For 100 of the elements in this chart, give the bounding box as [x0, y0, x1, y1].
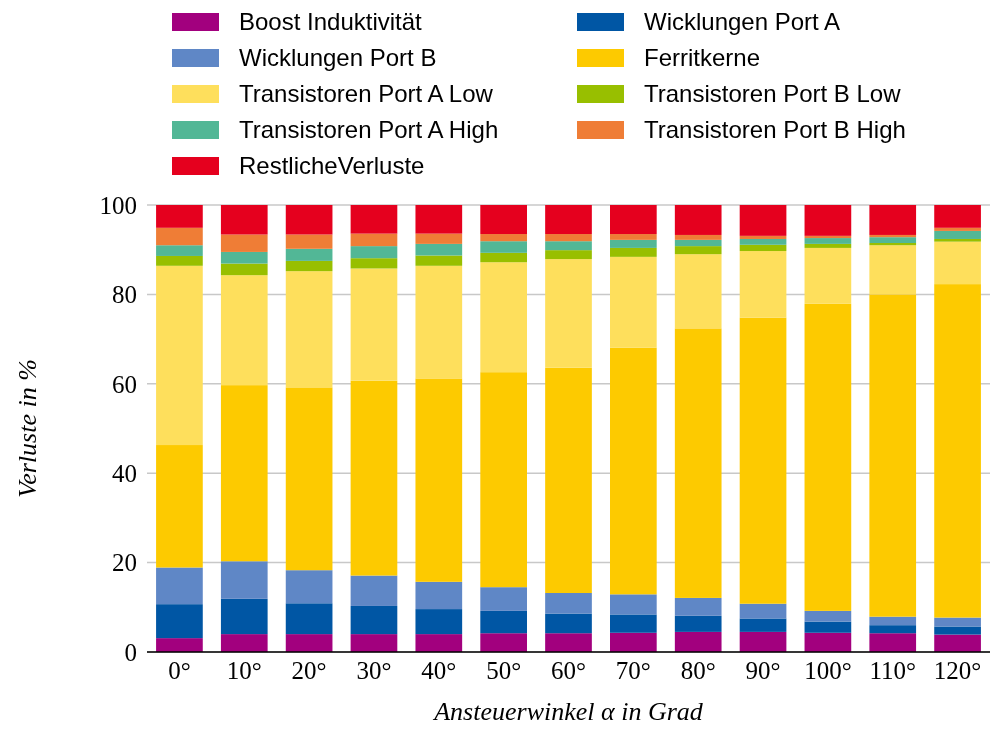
bar: [934, 205, 981, 228]
bar: [285, 603, 333, 635]
bar: [869, 245, 917, 295]
bar: [545, 205, 592, 235]
bar: [350, 634, 398, 652]
bar: [156, 567, 203, 605]
bar: [220, 561, 268, 599]
bar: [610, 247, 657, 257]
bar: [739, 251, 787, 318]
bar: [804, 621, 852, 633]
x-tick-label: 70°: [615, 657, 651, 684]
bar: [739, 618, 787, 632]
bar: [350, 258, 398, 269]
legend-label: Ferritkerne: [644, 44, 761, 72]
bar: [869, 294, 917, 617]
bar: [480, 372, 527, 588]
legend-label: Transistoren Port A High: [239, 116, 499, 144]
bar: [610, 205, 657, 235]
bar: [739, 631, 787, 652]
bar: [804, 247, 852, 304]
bar: [156, 227, 203, 246]
x-tick-label: 40°: [421, 657, 457, 684]
legend-label: Wicklungen Port B: [239, 44, 437, 72]
bar: [480, 234, 527, 242]
legend-label: Wicklungen Port A: [644, 8, 841, 36]
bar: [285, 205, 333, 235]
bar: [156, 604, 203, 639]
bar: [480, 252, 527, 263]
bar: [415, 233, 463, 244]
bar: [934, 227, 981, 231]
x-axis-title: Ansteuerwinkel α in Grad: [432, 697, 704, 726]
bar: [415, 581, 463, 610]
legend-label: Transistoren Port B Low: [644, 80, 902, 108]
x-tick-label: 90°: [745, 657, 781, 684]
bar: [220, 598, 268, 635]
bar: [415, 255, 463, 266]
bar: [674, 631, 722, 652]
bar: [480, 241, 527, 253]
bar: [156, 445, 203, 568]
bar: [610, 614, 657, 633]
bar: [674, 239, 722, 247]
bar: [739, 244, 787, 252]
bar: [350, 205, 398, 234]
bar: [934, 626, 981, 635]
y-tick-label: 0: [124, 638, 137, 666]
bar: [674, 234, 722, 240]
bar: [480, 205, 527, 235]
bar: [220, 275, 268, 386]
x-tick-label: 120°: [933, 657, 982, 684]
bar: [545, 593, 592, 614]
bar: [480, 633, 527, 652]
bar: [610, 632, 657, 652]
bar: [220, 234, 268, 252]
bar: [545, 613, 592, 634]
bar: [610, 347, 657, 595]
bar: [285, 634, 333, 652]
x-tick-label: 80°: [680, 657, 716, 684]
bar: [156, 245, 203, 256]
bar: [545, 633, 592, 652]
bar: [480, 610, 527, 634]
bar: [674, 328, 722, 598]
bar: [545, 367, 592, 593]
x-tick-label: 60°: [551, 657, 586, 684]
bar: [480, 587, 527, 611]
bar: [156, 205, 203, 228]
bar: [869, 616, 917, 626]
y-tick-label: 60: [112, 370, 137, 398]
bar: [804, 243, 852, 248]
bar: [739, 317, 787, 604]
bar: [350, 233, 398, 247]
bar: [804, 610, 852, 622]
bar: [156, 265, 203, 446]
bar: [415, 634, 463, 652]
bar: [415, 265, 463, 379]
bar: [220, 263, 268, 276]
x-tick-label: 100°: [804, 657, 852, 684]
legend-label: RestlicheVerluste: [239, 152, 425, 180]
bar: [739, 238, 787, 245]
bar: [285, 260, 333, 272]
y-tick-label: 80: [112, 281, 137, 309]
y-tick-label: 40: [112, 459, 137, 487]
bar: [285, 387, 333, 571]
y-axis-title: Verluste in %: [13, 359, 42, 498]
bar: [545, 250, 592, 260]
bar: [804, 303, 852, 611]
legend-label: Transistoren Port A Low: [239, 80, 494, 108]
bar: [674, 246, 722, 255]
bar: [674, 254, 722, 329]
bar: [350, 380, 398, 576]
bar: [285, 248, 333, 261]
bar: [869, 234, 917, 238]
bar: [869, 237, 917, 243]
bar: [674, 205, 722, 235]
bar: [610, 239, 657, 248]
bar: [934, 634, 981, 652]
bar: [220, 251, 268, 264]
bar: [545, 234, 592, 242]
bar: [610, 594, 657, 615]
x-tick-label: 20°: [291, 657, 327, 684]
bar: [804, 238, 852, 244]
